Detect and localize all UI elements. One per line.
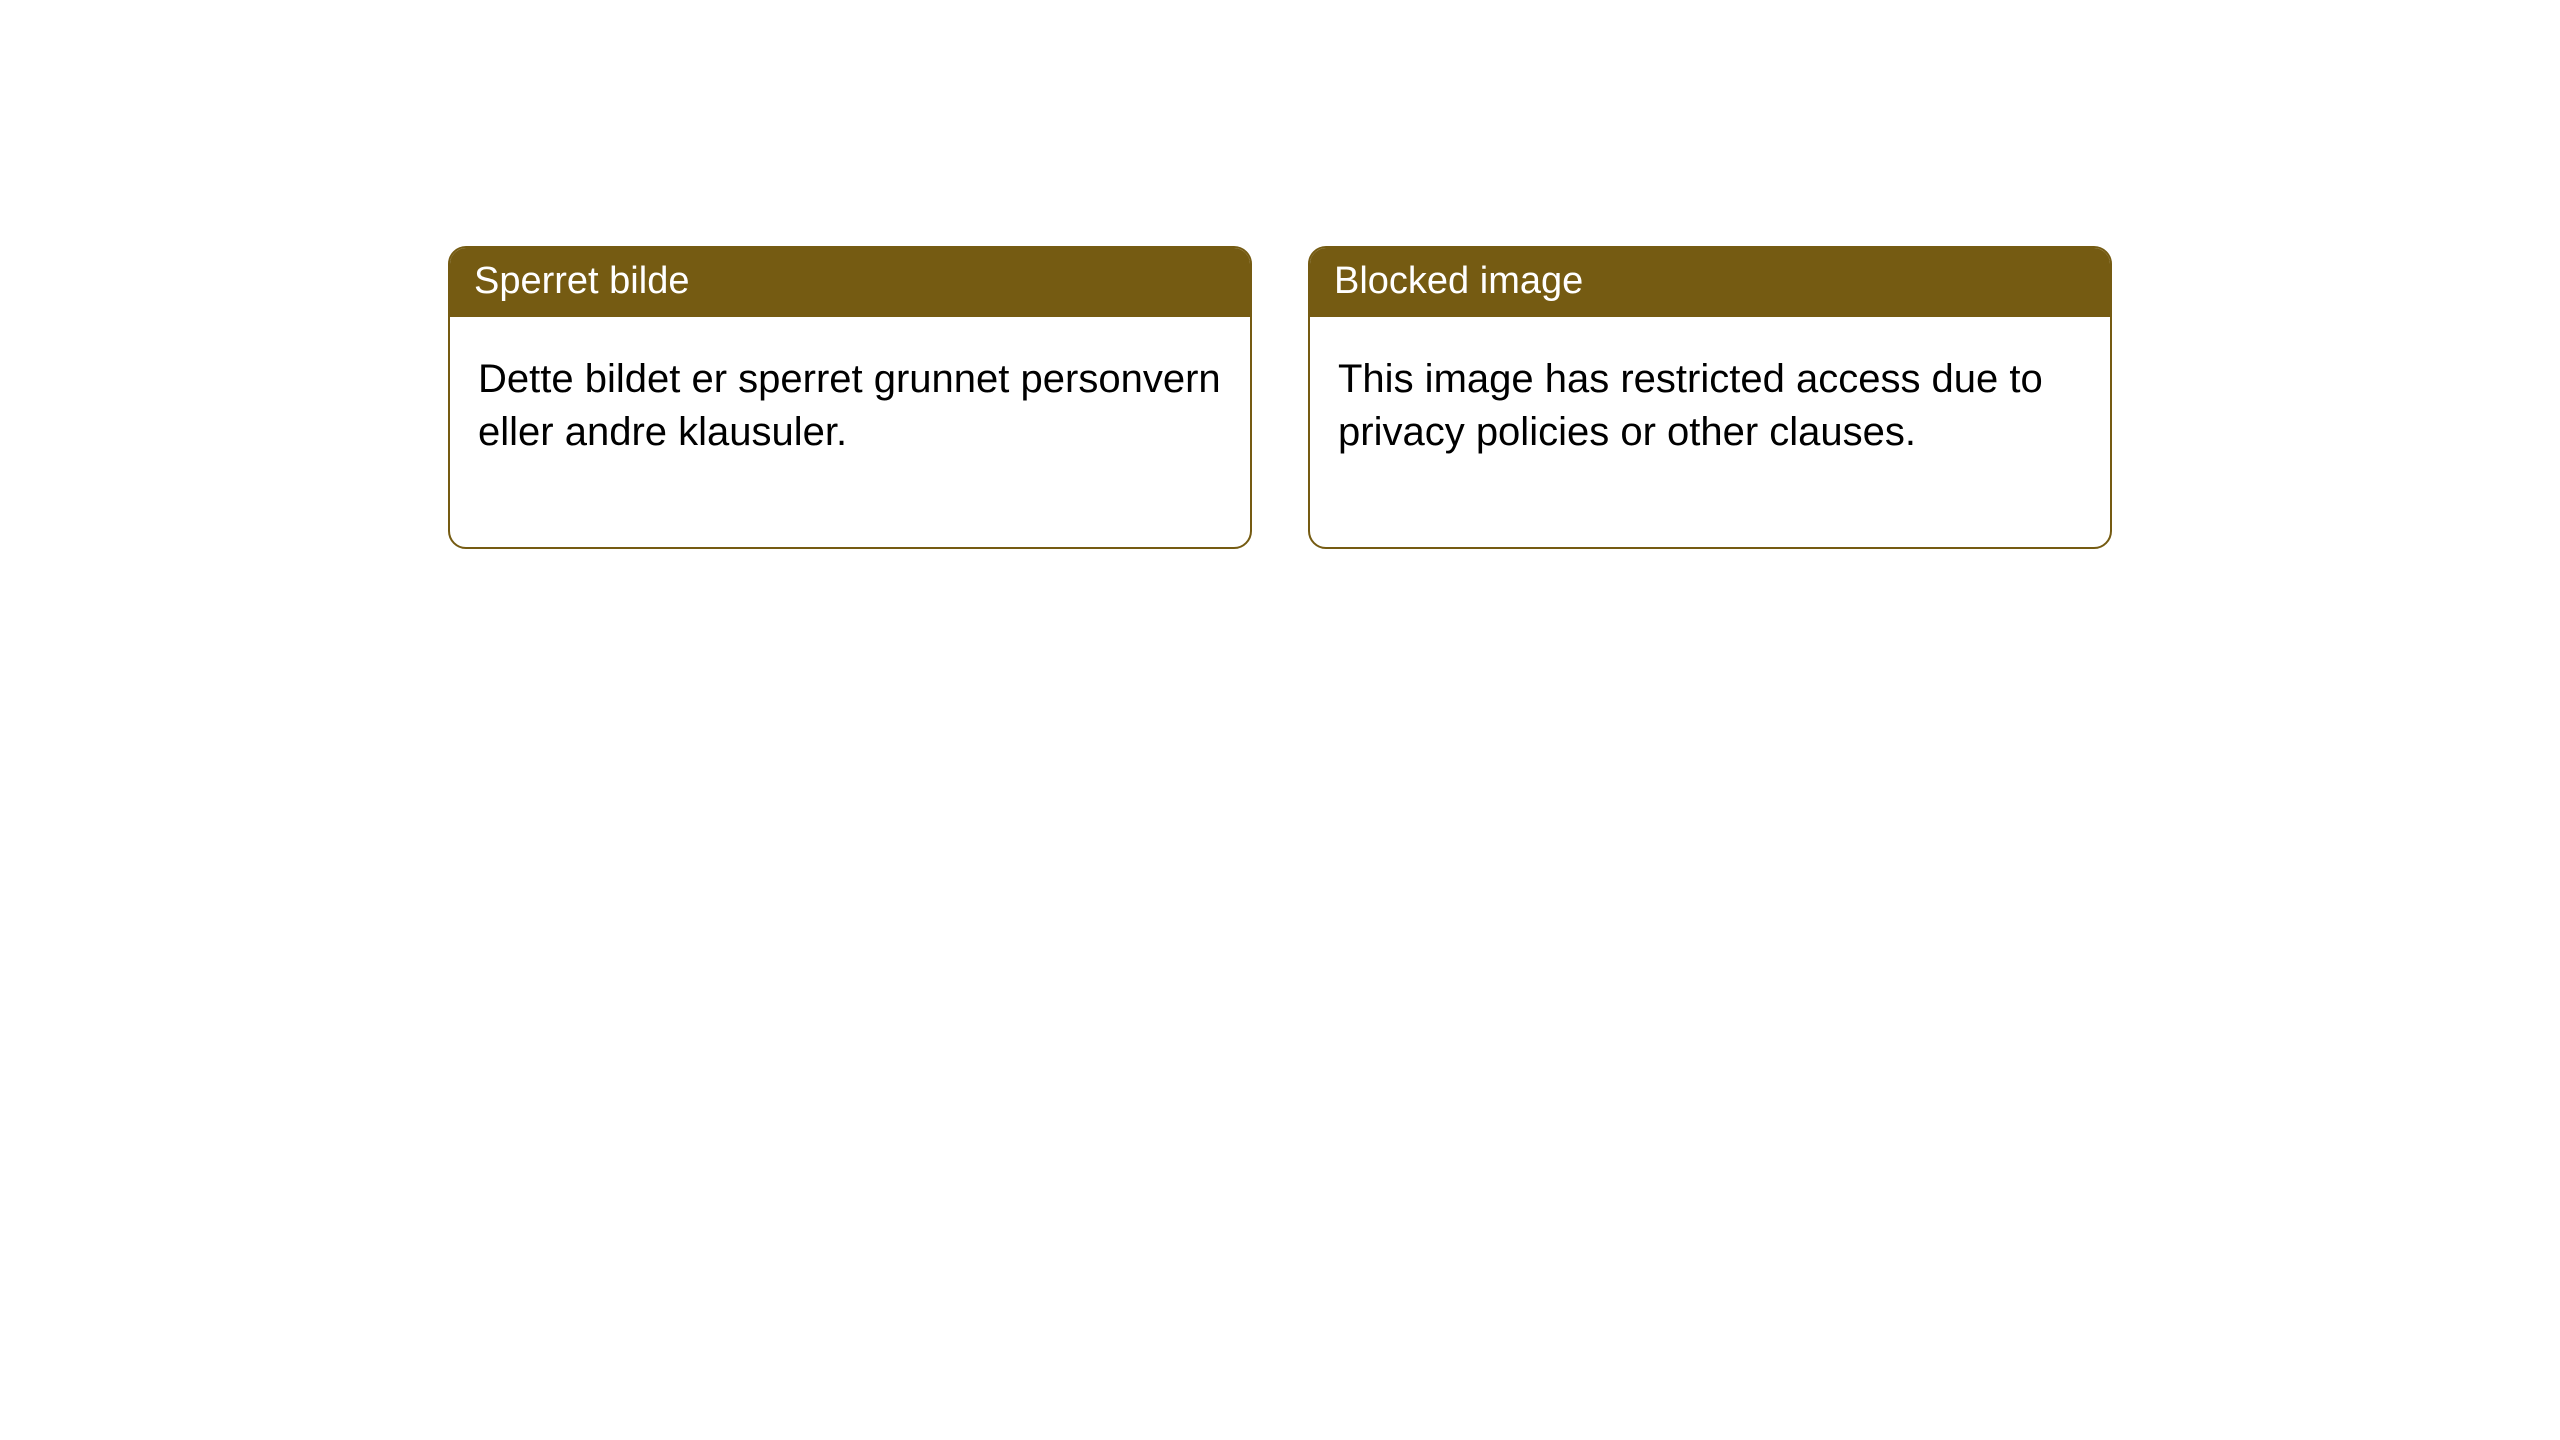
card-body: This image has restricted access due to …: [1310, 317, 2110, 495]
card-header: Sperret bilde: [450, 248, 1250, 317]
card-title: Sperret bilde: [474, 260, 689, 302]
card-body: Dette bildet er sperret grunnet personve…: [450, 317, 1250, 547]
card-message: This image has restricted access due to …: [1338, 357, 2043, 454]
card-message: Dette bildet er sperret grunnet personve…: [478, 357, 1221, 454]
notice-container: Sperret bilde Dette bildet er sperret gr…: [0, 0, 2560, 549]
blocked-image-card-no: Sperret bilde Dette bildet er sperret gr…: [448, 246, 1252, 549]
card-title: Blocked image: [1334, 260, 1583, 302]
card-header: Blocked image: [1310, 248, 2110, 317]
blocked-image-card-en: Blocked image This image has restricted …: [1308, 246, 2112, 549]
